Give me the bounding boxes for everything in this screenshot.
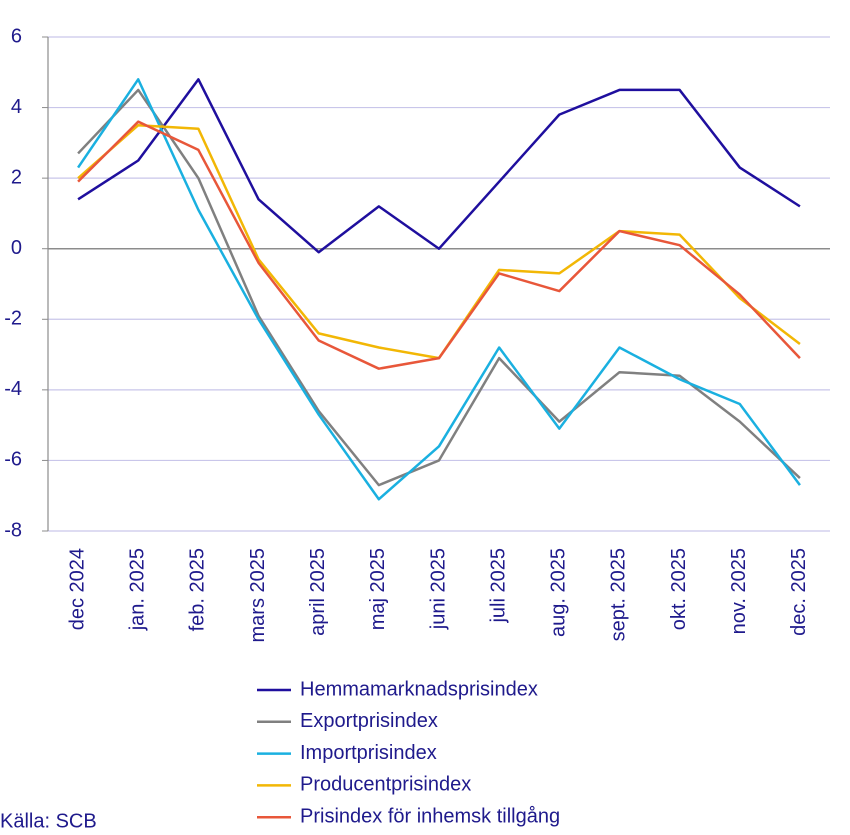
x-tick-label: juni 2025 bbox=[427, 548, 449, 630]
x-tick-label: april 2025 bbox=[307, 548, 329, 636]
series-line bbox=[77, 78, 801, 501]
y-tick-label: -8 bbox=[4, 519, 22, 541]
legend-label: Producentprisindex bbox=[300, 774, 471, 796]
legend-label: Prisindex för inhemsk tillgång bbox=[300, 805, 560, 827]
x-tick-label: nov. 2025 bbox=[728, 548, 750, 634]
y-tick-label: -2 bbox=[4, 308, 22, 330]
x-tick-label: dec. 2025 bbox=[788, 548, 810, 636]
x-tick-label: mars 2025 bbox=[247, 548, 269, 643]
x-tick-label: sept. 2025 bbox=[608, 548, 630, 641]
x-tick-label: okt. 2025 bbox=[668, 548, 690, 630]
legend-label: Hemmamarknadsprisindex bbox=[300, 678, 538, 700]
series-line bbox=[77, 78, 801, 254]
y-tick-label: 6 bbox=[11, 25, 22, 47]
y-tick-label: -6 bbox=[4, 449, 22, 471]
y-tick-label: 0 bbox=[11, 237, 22, 259]
y-tick-label: 4 bbox=[11, 96, 22, 118]
legend-label: Exportprisindex bbox=[300, 710, 438, 732]
x-tick-label: aug. 2025 bbox=[548, 548, 570, 637]
legend-label: Importprisindex bbox=[300, 742, 437, 764]
series-line bbox=[77, 88, 801, 487]
series-line bbox=[77, 120, 801, 370]
x-tick-label: feb. 2025 bbox=[187, 548, 209, 631]
x-tick-label: juli 2025 bbox=[487, 548, 509, 624]
source: Källa: SCB bbox=[0, 810, 97, 832]
y-tick-label: -4 bbox=[4, 378, 22, 400]
x-tick-label: maj 2025 bbox=[367, 548, 389, 630]
x-tick-label: dec 2024 bbox=[66, 548, 88, 630]
x-tick-label: jan. 2025 bbox=[127, 548, 149, 631]
y-tick-label: 2 bbox=[11, 166, 22, 188]
